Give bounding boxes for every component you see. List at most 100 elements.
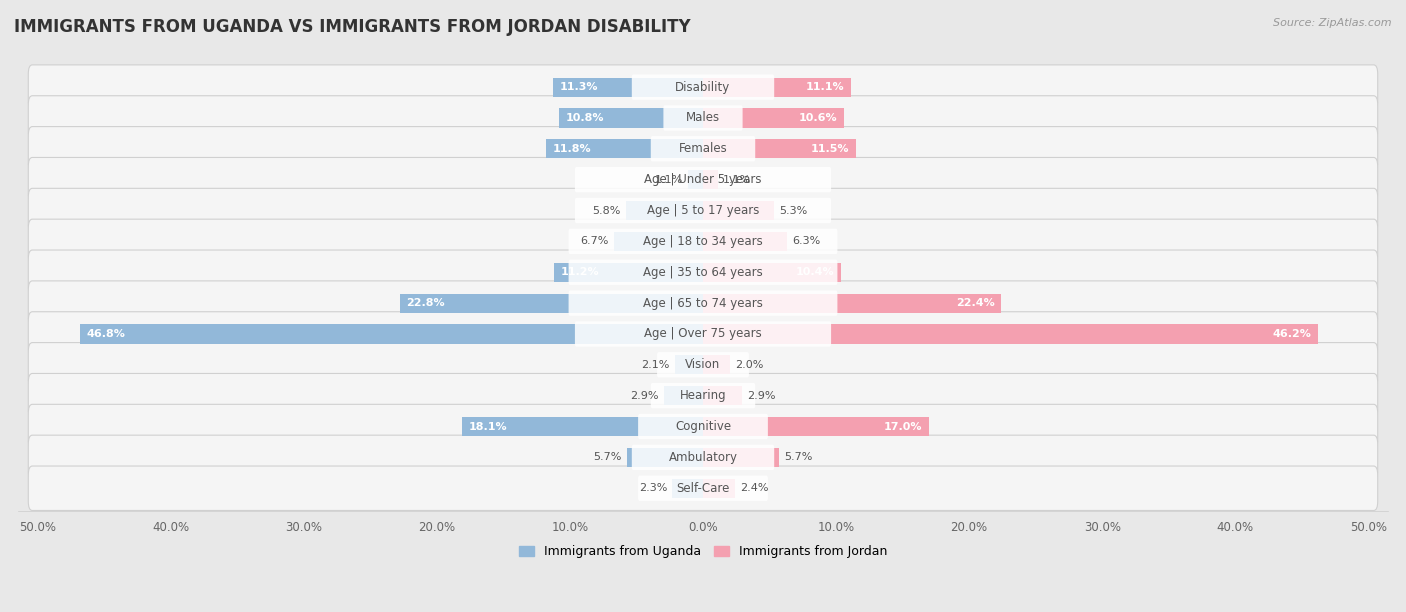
- FancyBboxPatch shape: [28, 188, 1378, 233]
- FancyBboxPatch shape: [651, 383, 755, 408]
- FancyBboxPatch shape: [28, 435, 1378, 480]
- Bar: [463, 417, 703, 436]
- Text: 5.3%: 5.3%: [779, 206, 807, 215]
- FancyBboxPatch shape: [28, 219, 1378, 264]
- FancyBboxPatch shape: [28, 281, 1378, 326]
- FancyBboxPatch shape: [631, 445, 775, 470]
- Bar: [703, 479, 735, 498]
- Bar: [614, 232, 703, 251]
- Text: 2.0%: 2.0%: [735, 360, 763, 370]
- Legend: Immigrants from Uganda, Immigrants from Jordan: Immigrants from Uganda, Immigrants from …: [515, 540, 891, 563]
- Text: 18.1%: 18.1%: [468, 422, 508, 431]
- Text: 11.3%: 11.3%: [560, 82, 598, 92]
- Bar: [703, 232, 787, 251]
- Text: 5.7%: 5.7%: [785, 452, 813, 463]
- Bar: [703, 78, 851, 97]
- Text: 2.4%: 2.4%: [741, 483, 769, 493]
- Bar: [703, 201, 773, 220]
- FancyBboxPatch shape: [28, 312, 1378, 356]
- Text: 10.4%: 10.4%: [796, 267, 835, 277]
- Text: 46.2%: 46.2%: [1272, 329, 1312, 339]
- Bar: [675, 355, 703, 375]
- FancyBboxPatch shape: [651, 136, 755, 162]
- Bar: [703, 170, 717, 189]
- Text: Self-Care: Self-Care: [676, 482, 730, 494]
- FancyBboxPatch shape: [28, 466, 1378, 510]
- Text: 2.3%: 2.3%: [638, 483, 666, 493]
- FancyBboxPatch shape: [568, 229, 838, 254]
- Text: 11.8%: 11.8%: [553, 144, 592, 154]
- Text: IMMIGRANTS FROM UGANDA VS IMMIGRANTS FROM JORDAN DISABILITY: IMMIGRANTS FROM UGANDA VS IMMIGRANTS FRO…: [14, 18, 690, 36]
- Text: 22.4%: 22.4%: [956, 298, 994, 308]
- FancyBboxPatch shape: [638, 476, 768, 501]
- Bar: [703, 448, 779, 467]
- FancyBboxPatch shape: [28, 343, 1378, 387]
- Text: Age | 65 to 74 years: Age | 65 to 74 years: [643, 297, 763, 310]
- Bar: [703, 140, 856, 159]
- Text: 11.5%: 11.5%: [811, 144, 849, 154]
- FancyBboxPatch shape: [575, 321, 831, 346]
- Text: 22.8%: 22.8%: [406, 298, 444, 308]
- Text: 6.7%: 6.7%: [581, 236, 609, 247]
- Text: 2.9%: 2.9%: [747, 390, 776, 401]
- Text: 6.3%: 6.3%: [792, 236, 821, 247]
- FancyBboxPatch shape: [28, 127, 1378, 171]
- FancyBboxPatch shape: [28, 250, 1378, 294]
- FancyBboxPatch shape: [657, 352, 749, 378]
- Text: Age | 5 to 17 years: Age | 5 to 17 years: [647, 204, 759, 217]
- Bar: [703, 324, 1317, 343]
- Text: 5.8%: 5.8%: [592, 206, 620, 215]
- Text: Age | 18 to 34 years: Age | 18 to 34 years: [643, 235, 763, 248]
- FancyBboxPatch shape: [575, 198, 831, 223]
- Text: 2.1%: 2.1%: [641, 360, 669, 370]
- Text: 11.1%: 11.1%: [806, 82, 844, 92]
- Text: Males: Males: [686, 111, 720, 124]
- Bar: [626, 201, 703, 220]
- Bar: [665, 386, 703, 405]
- Text: 10.6%: 10.6%: [799, 113, 838, 123]
- FancyBboxPatch shape: [664, 105, 742, 130]
- Bar: [399, 294, 703, 313]
- Bar: [546, 140, 703, 159]
- Bar: [703, 417, 929, 436]
- Text: Hearing: Hearing: [679, 389, 727, 402]
- Text: Cognitive: Cognitive: [675, 420, 731, 433]
- Text: Source: ZipAtlas.com: Source: ZipAtlas.com: [1274, 18, 1392, 28]
- Bar: [703, 294, 1001, 313]
- Bar: [627, 448, 703, 467]
- Text: Age | Over 75 years: Age | Over 75 years: [644, 327, 762, 340]
- Text: Females: Females: [679, 143, 727, 155]
- Text: 2.9%: 2.9%: [630, 390, 659, 401]
- Text: Disability: Disability: [675, 81, 731, 94]
- FancyBboxPatch shape: [575, 167, 831, 192]
- FancyBboxPatch shape: [28, 95, 1378, 140]
- FancyBboxPatch shape: [638, 414, 768, 439]
- Bar: [560, 108, 703, 127]
- Text: Vision: Vision: [685, 358, 721, 371]
- FancyBboxPatch shape: [568, 259, 838, 285]
- Text: 5.7%: 5.7%: [593, 452, 621, 463]
- Bar: [553, 78, 703, 97]
- Bar: [703, 108, 844, 127]
- FancyBboxPatch shape: [28, 157, 1378, 202]
- Text: 1.1%: 1.1%: [655, 174, 683, 185]
- Text: Ambulatory: Ambulatory: [668, 451, 738, 464]
- FancyBboxPatch shape: [568, 291, 838, 316]
- Bar: [703, 386, 741, 405]
- Text: Age | Under 5 years: Age | Under 5 years: [644, 173, 762, 186]
- Bar: [672, 479, 703, 498]
- Bar: [703, 263, 841, 282]
- Bar: [703, 355, 730, 375]
- FancyBboxPatch shape: [28, 65, 1378, 110]
- FancyBboxPatch shape: [28, 373, 1378, 418]
- Bar: [689, 170, 703, 189]
- Text: 46.8%: 46.8%: [87, 329, 125, 339]
- Bar: [80, 324, 703, 343]
- Text: 1.1%: 1.1%: [723, 174, 751, 185]
- FancyBboxPatch shape: [631, 75, 775, 100]
- Bar: [554, 263, 703, 282]
- Text: Age | 35 to 64 years: Age | 35 to 64 years: [643, 266, 763, 278]
- Text: 10.8%: 10.8%: [567, 113, 605, 123]
- FancyBboxPatch shape: [28, 405, 1378, 449]
- Text: 11.2%: 11.2%: [561, 267, 599, 277]
